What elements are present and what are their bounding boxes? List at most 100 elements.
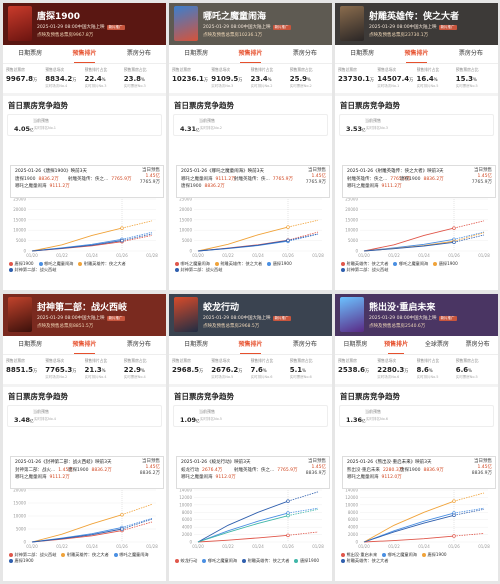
series-point[interactable]: [286, 513, 290, 518]
stat-value: 2280.3万: [377, 366, 409, 374]
series-point[interactable]: [286, 533, 290, 538]
stat-value: 23.8%: [123, 75, 145, 83]
series-point[interactable]: [286, 238, 290, 243]
trend-chart[interactable]: 25000 20000 15000 10000 5000 0 01/20 01/22 01/24…: [338, 163, 496, 276]
stat-value: 2676.2万: [211, 366, 243, 374]
promo-tag[interactable]: 新片推广: [106, 25, 125, 30]
tab-0[interactable]: 日期票房: [350, 50, 375, 57]
tab-1[interactable]: 预售排片: [389, 45, 443, 63]
movie-poster[interactable]: [340, 6, 364, 41]
tab-2[interactable]: 票房分布: [126, 341, 151, 348]
legend-item[interactable]: 唐探1900: [9, 558, 34, 564]
promo-tag[interactable]: 新片推广: [272, 25, 291, 30]
stat-label: 预售票房占比: [455, 67, 479, 72]
tab-1[interactable]: 预售排片: [223, 45, 277, 63]
legend-item[interactable]: 射雕英雄传：侠之大者: [78, 261, 126, 267]
legend-item[interactable]: 射雕英雄传：侠之大者: [214, 261, 262, 267]
legend-item[interactable]: 射雕英雄传：侠之大者: [341, 558, 388, 564]
tip-right-text: 1.45亿: [311, 465, 326, 470]
legend-item[interactable]: 唐探1900: [421, 552, 447, 558]
series-point[interactable]: [452, 499, 456, 503]
stat-value: 7.6%: [250, 366, 267, 374]
tab-1[interactable]: 预售排片: [223, 336, 277, 354]
stat-rank: 实时排片No.4: [84, 375, 107, 379]
trend-chart[interactable]: 14000 12000 10000 8000 6000 4000 2000 0 01/20 01/…: [172, 454, 330, 567]
promo-tag[interactable]: 新片推广: [106, 316, 125, 321]
tab-0[interactable]: 日期票房: [184, 341, 209, 348]
legend-item[interactable]: 哪吒之魔童闹海: [175, 261, 210, 267]
series-point[interactable]: [452, 226, 456, 230]
promo-tag[interactable]: 新片推广: [272, 316, 291, 321]
tab-1[interactable]: 预售排片: [376, 336, 417, 354]
tab-1[interactable]: 预售排片: [57, 336, 111, 354]
movie-poster[interactable]: [174, 6, 198, 41]
movie-poster[interactable]: [340, 297, 364, 332]
stat-block: 预售总场次 9109.5万 实时场次No.3: [211, 67, 250, 93]
legend-item[interactable]: 唐探1900: [294, 558, 319, 564]
legend-item[interactable]: 封神第二部：战火西岐: [9, 267, 56, 273]
section-title: 首日票房竞争趋势: [8, 392, 68, 401]
legend-item[interactable]: 射雕英雄传：侠之大者: [242, 558, 289, 564]
legend-item[interactable]: 哪吒之魔童闹海: [113, 552, 149, 558]
tip-right: 当日预售 1.45亿 8836.9万: [472, 459, 492, 477]
trend-chart[interactable]: 25000 20000 15000 10000 5000 0 01/20 01/22 01/24…: [172, 163, 330, 276]
movie-poster[interactable]: [8, 297, 32, 332]
stat-rank: 实时排片No.5: [416, 84, 439, 88]
promo-tag[interactable]: 新片推广: [438, 316, 457, 321]
y-tick-label: 2000: [348, 532, 359, 537]
trend-chart[interactable]: 20000 15000 10000 5000 0 01/20 01/22 01/24 01/26…: [6, 454, 164, 567]
series-point[interactable]: [452, 534, 456, 538]
tip-right: 当日预售 1.45亿 7765.9万: [140, 168, 160, 186]
y-tick-label: 10000: [345, 228, 358, 233]
legend-item[interactable]: 射雕英雄传：侠之大者: [61, 552, 109, 558]
tip-right-text: 8836.2万: [139, 471, 160, 476]
legend-item[interactable]: 封神第二部：战火西岐: [9, 552, 56, 558]
legend-item[interactable]: 封神第二部：战火西岐: [175, 267, 222, 273]
series-point[interactable]: [120, 226, 124, 230]
tab-0[interactable]: 日期票房: [18, 341, 43, 348]
series-point[interactable]: [120, 238, 124, 243]
movie-header: 射雕英雄传：侠之大者 2025-01-29 08:00中国大陆上映 新片推广 点映…: [335, 3, 498, 45]
series-line: [363, 512, 455, 543]
x-tick-label: 01/28: [312, 253, 324, 258]
stat-rank: 实时场次No.2: [45, 375, 68, 379]
tab-3[interactable]: 票房分布: [465, 341, 490, 348]
trend-chart[interactable]: 25000 20000 15000 10000 5000 0 01/20 01/22 01/24…: [6, 163, 164, 276]
series-point[interactable]: [452, 240, 456, 245]
y-tick-label: 12000: [345, 495, 358, 500]
tab-2[interactable]: 票房分布: [126, 50, 151, 57]
tab-0[interactable]: 日期票房: [184, 50, 209, 57]
series-point[interactable]: [286, 499, 290, 503]
series-point[interactable]: [120, 512, 124, 517]
current-presale-card: 当前预售 1.09亿 实时排名No.5: [173, 405, 328, 427]
legend-item[interactable]: 熊出没·重启未来: [341, 552, 377, 558]
legend-item[interactable]: 唐探1900: [267, 261, 292, 267]
legend-item[interactable]: 唐探1900: [433, 261, 458, 267]
legend-item[interactable]: 唐探1900: [9, 261, 34, 267]
series-line: [31, 528, 123, 543]
series-point[interactable]: [286, 225, 290, 229]
tab-2[interactable]: 票房分布: [458, 50, 483, 57]
legend-item[interactable]: 哪吒之魔童闹海: [38, 261, 73, 267]
stat-value: 22.9%: [123, 366, 145, 374]
stat-label: 预售总票房: [6, 67, 25, 72]
tab-0[interactable]: 日期票房: [343, 341, 368, 348]
movie-poster[interactable]: [174, 297, 198, 332]
tab-2[interactable]: 票房分布: [292, 50, 317, 57]
tab-2[interactable]: 全球票房: [424, 341, 449, 348]
trend-chart[interactable]: 14000 12000 10000 8000 6000 4000 2000 0 01/20 01/…: [338, 454, 496, 567]
legend-item[interactable]: 哪吒之魔童闹海: [382, 552, 417, 558]
tab-2[interactable]: 票房分布: [292, 341, 317, 348]
series-point[interactable]: [452, 513, 456, 518]
tab-1[interactable]: 预售排片: [57, 45, 111, 63]
legend-item[interactable]: 哪吒之魔童闹海: [202, 558, 237, 564]
tab-0[interactable]: 日期票房: [18, 50, 43, 57]
legend-dot: [61, 553, 66, 557]
legend-item[interactable]: 蛟龙行动: [175, 558, 197, 564]
promo-tag[interactable]: 新片推广: [438, 25, 457, 30]
series-point[interactable]: [120, 527, 124, 531]
movie-poster[interactable]: [8, 6, 32, 41]
legend-item[interactable]: 封神第二部：战火西岐: [341, 267, 388, 273]
legend-item[interactable]: 射雕英雄传：侠之大者: [341, 261, 388, 267]
legend-item[interactable]: 哪吒之魔童闹海: [393, 261, 428, 267]
